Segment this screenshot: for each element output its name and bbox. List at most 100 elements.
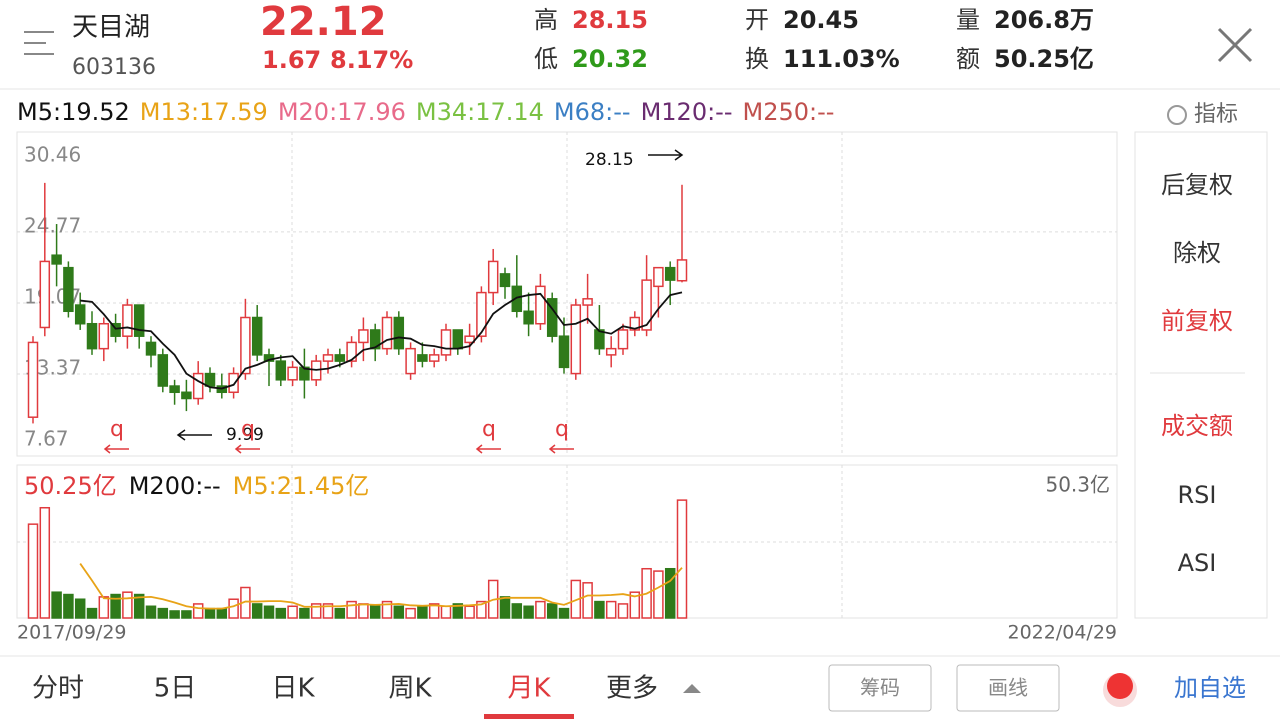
side-item[interactable]: 前复权 [1161, 307, 1233, 335]
volume-bar [523, 605, 534, 619]
volume-bar [582, 582, 593, 619]
q-marker: q [241, 417, 255, 442]
volume-bar [546, 603, 558, 619]
volume-bar [251, 603, 263, 619]
q-arrow [475, 444, 501, 454]
candle-body [63, 266, 74, 313]
label: 额 [956, 45, 980, 73]
volume-bar [676, 499, 688, 619]
volume-bar [322, 603, 334, 619]
watch-button[interactable]: 加自选 [1174, 674, 1246, 702]
candle-body [228, 372, 239, 394]
tab[interactable]: 更多 [606, 674, 658, 704]
tab[interactable]: 分时 [32, 674, 84, 704]
q-arrow [103, 444, 129, 454]
tab[interactable]: 日K [271, 674, 315, 704]
value: 206.8万 [994, 6, 1094, 34]
menu-icon[interactable] [24, 31, 54, 55]
candle-body [334, 354, 346, 362]
side-panel [1134, 131, 1268, 619]
q-marker: q [555, 417, 569, 442]
candle-body [287, 366, 298, 381]
side-item[interactable]: 除权 [1173, 239, 1221, 267]
button-label[interactable]: 筹码 [860, 676, 900, 700]
tab[interactable]: 月K [507, 674, 551, 704]
indicator: M20:17.96 [278, 98, 406, 126]
volume-bar [405, 607, 416, 619]
candle-body [499, 273, 511, 288]
volume-bar [417, 605, 428, 619]
side-item[interactable]: ASI [1178, 549, 1217, 577]
candle-body [204, 372, 216, 387]
q-arrow [548, 444, 574, 454]
candle-body [535, 285, 546, 325]
low-note: 9.99 [226, 425, 264, 445]
candle-body [629, 316, 641, 331]
indicator-button[interactable]: 指标 [1194, 102, 1238, 127]
volume-bar [192, 603, 204, 619]
volume-bar [653, 570, 664, 619]
candle-body [653, 266, 664, 288]
close-button[interactable] [1217, 27, 1253, 63]
stock-name: 天目湖 [72, 13, 150, 43]
more-arrow[interactable] [683, 684, 701, 693]
value: 111.03% [783, 45, 900, 73]
candle-body [27, 341, 39, 418]
side-item[interactable]: RSI [1178, 481, 1217, 509]
draw-button[interactable] [956, 664, 1060, 712]
tab[interactable]: 周K [388, 674, 432, 704]
volume-bar [535, 600, 546, 619]
indicator: M120:-- [641, 98, 733, 126]
candle-body [322, 354, 334, 362]
candle-body [464, 335, 475, 344]
volume-bar [617, 603, 629, 619]
side-item[interactable]: 成交额 [1161, 412, 1233, 440]
indicator-icon[interactable] [1167, 105, 1187, 125]
volume-tick: 50.3亿 [1045, 473, 1110, 497]
volume-bar [287, 605, 298, 619]
candle-body [346, 341, 357, 362]
side-item[interactable]: 后复权 [1161, 171, 1233, 199]
volume-bar [511, 603, 523, 619]
candle-body [181, 391, 192, 400]
indicator: M13:17.59 [140, 98, 268, 126]
indicator-legend: M5:19.52 M13:17.59 M20:17.96 M34:17.14 M68:-… [17, 98, 834, 126]
candle-body [570, 304, 582, 375]
float-dot[interactable] [1107, 673, 1133, 699]
q-arrow [234, 444, 260, 454]
volume-bar [110, 593, 121, 619]
volume-legend: M5:21.45亿 [233, 472, 370, 500]
tab[interactable]: 5日 [154, 674, 197, 704]
chip-button[interactable] [828, 664, 932, 712]
button-label[interactable]: 画线 [988, 676, 1028, 700]
volume-bar [393, 605, 405, 619]
volume-bar [181, 610, 192, 619]
volume-bar [51, 591, 62, 619]
y-tick-label: 7.67 [24, 427, 69, 451]
volume-bar [346, 600, 357, 619]
volume-bar [157, 607, 169, 619]
q-marker: q [482, 417, 496, 442]
candle-body [110, 322, 121, 337]
candle-body [582, 298, 593, 306]
candle-body [393, 316, 405, 350]
y-tick-label: 30.46 [24, 143, 81, 167]
tab-underline [484, 714, 574, 719]
volume-bar [558, 607, 570, 619]
label: 开 [745, 6, 769, 34]
volume-bar [476, 600, 487, 619]
volume-bar [464, 605, 475, 619]
indicator: M68:-- [554, 98, 631, 126]
volume-bar [228, 598, 239, 619]
value: 20.45 [783, 6, 859, 34]
price: 22.12 [260, 0, 387, 45]
candle-body [511, 285, 523, 313]
candle-body [417, 354, 428, 362]
candle-body [369, 329, 381, 350]
candle-body [192, 372, 204, 400]
candle-body [664, 266, 676, 281]
volume-bar [145, 605, 157, 619]
candle-body [405, 347, 416, 375]
